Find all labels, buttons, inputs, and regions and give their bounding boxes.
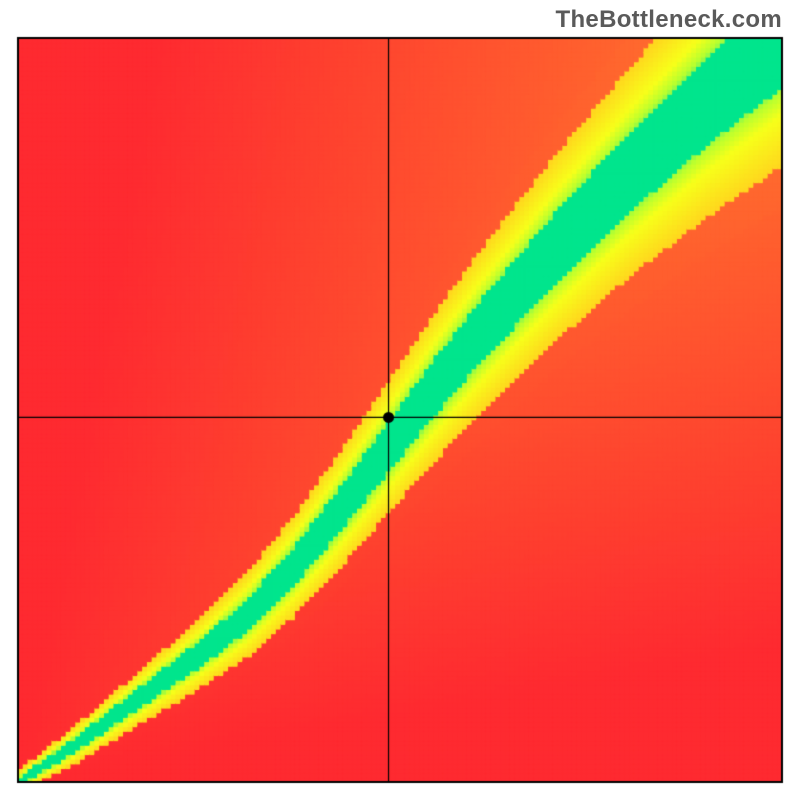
watermark-text: TheBottleneck.com <box>556 6 782 34</box>
heatmap-canvas <box>0 0 800 800</box>
chart-container: TheBottleneck.com <box>0 0 800 800</box>
